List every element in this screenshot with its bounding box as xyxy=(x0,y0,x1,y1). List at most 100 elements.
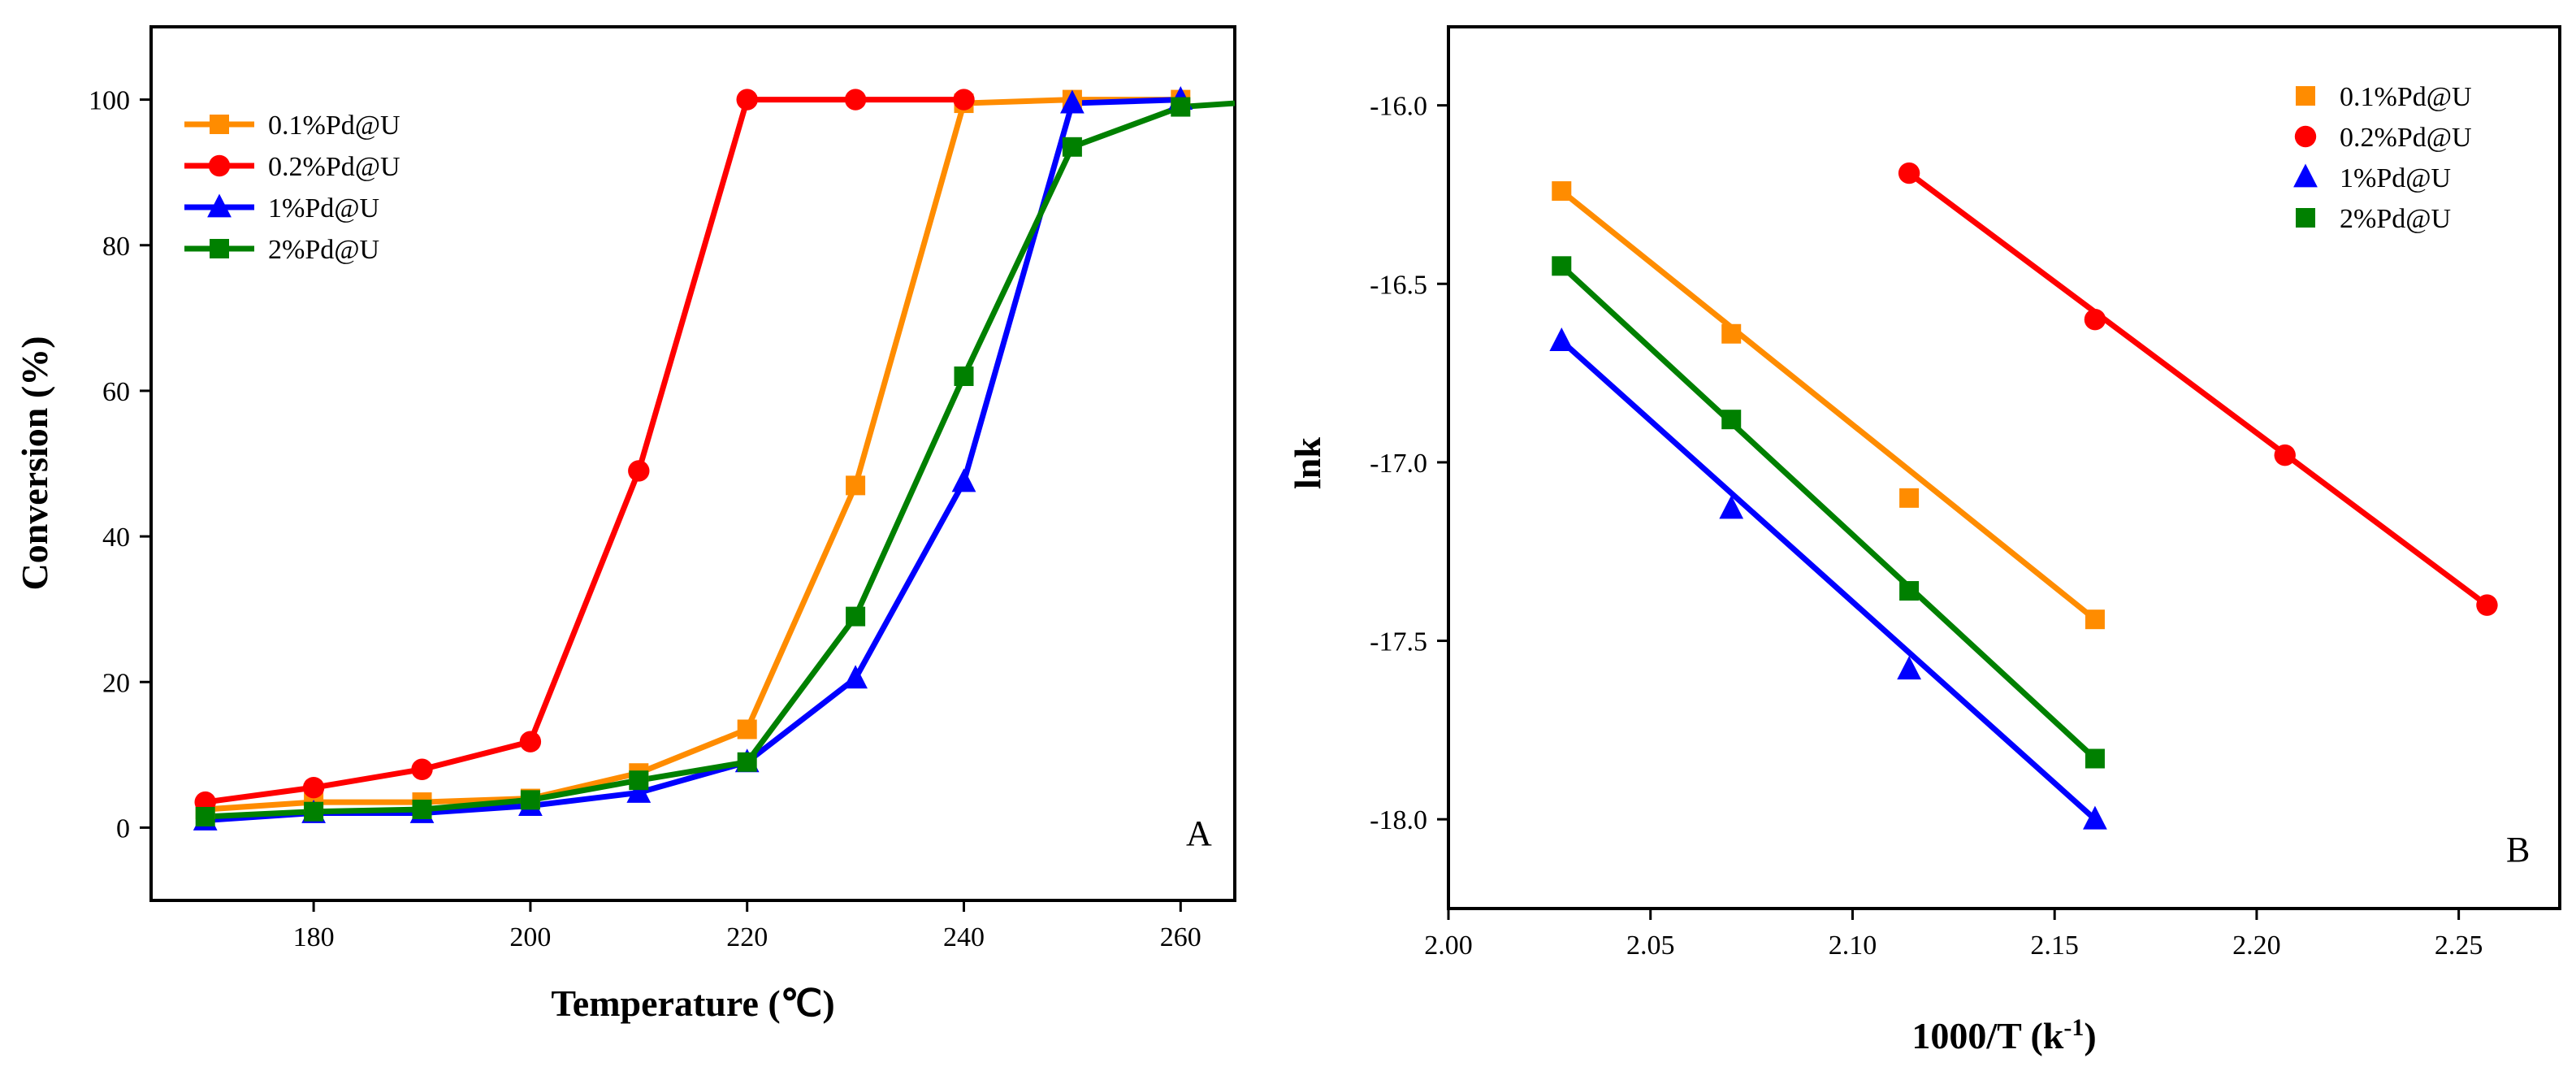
panel-b-legend-marker-2pctpd-u xyxy=(2296,208,2315,228)
panel-a-x-axis-title: Temperature (℃) xyxy=(551,982,834,1024)
panel-b-point-2pctpd-u xyxy=(2085,748,2105,769)
panel-a-legend-label-1pctpd-u: 1%Pd@U xyxy=(268,193,379,223)
panel-a-legend-marker-0-1pctpd-u xyxy=(210,115,229,134)
panel-a-point-2pctpd-u xyxy=(1171,97,1191,117)
panel-b-y-tick-label: -17.0 xyxy=(1370,449,1427,479)
panel-b-legend: 0.1%Pd@U 0.2%Pd@U 1%Pd@U 2%Pd@U xyxy=(2293,82,2472,234)
panel-a-y-axis-title: Conversion (%) xyxy=(14,336,55,590)
panel-b-x-tick-label: 2.10 xyxy=(1829,930,1877,961)
panel-a-legend-marker-1pctpd-u xyxy=(207,193,232,218)
panel-a-ticks: 180 200 220 240 260 0 20 40 60 80 100 xyxy=(89,86,1201,952)
panel-a-point-0-2pctpd-u xyxy=(411,758,433,780)
panel-b-x-tick-label: 2.05 xyxy=(1626,930,1675,961)
panel-b-x-tick-label: 2.15 xyxy=(2030,930,2079,961)
panel-a-point-0-2pctpd-u xyxy=(844,89,867,111)
panel-b-x-axis-title-sup: -1 xyxy=(2063,1014,2084,1041)
panel-a-y-tick-label: 40 xyxy=(102,523,130,553)
panel-b-legend-label-2pctpd-u: 2%Pd@U xyxy=(2340,204,2451,234)
panel-a-point-2pctpd-u xyxy=(846,606,866,627)
panel-b-point-1pctpd-u xyxy=(1897,656,1921,680)
panel-b-x-axis-title-main: 1000/T (k xyxy=(1911,1015,2063,1056)
panel-b-y-tick-label: -17.5 xyxy=(1370,627,1427,657)
panel-a-x-tick-label: 240 xyxy=(943,922,985,952)
panel-a-y-tick-label: 80 xyxy=(102,232,130,262)
panel-a-point-1pctpd-u xyxy=(626,779,652,803)
panel-a-point-2pctpd-u xyxy=(520,790,540,810)
panel-a-point-0-1pctpd-u xyxy=(737,719,757,740)
panel-a-letter: A xyxy=(1186,813,1212,853)
panel-a-y-tick-label: 0 xyxy=(116,813,130,844)
panel-b-fit-line-2pctpd-u xyxy=(1559,263,2098,761)
panel-b-fit-line-0-2pctpd-u xyxy=(1907,171,2489,608)
panel-a-point-0-2pctpd-u xyxy=(953,89,975,111)
panel-a-legend-label-2pctpd-u: 2%Pd@U xyxy=(268,235,379,265)
panel-b-series xyxy=(1549,162,2498,830)
panel-a-point-0-2pctpd-u xyxy=(519,731,542,753)
panel-b-x-tick-label: 2.20 xyxy=(2232,930,2281,961)
panel-a-legend-marker-0-2pctpd-u xyxy=(208,154,231,177)
panel-a-plot-frame xyxy=(149,25,1236,902)
panel-b-ticks: 2.00 2.05 2.10 2.15 2.20 2.25 -16.0 -16.5 -17.0 -… xyxy=(1370,92,2483,961)
panel-b-point-0-2pctpd-u xyxy=(2476,594,2498,616)
panel-a-point-2pctpd-u xyxy=(1062,137,1082,157)
panel-a-series xyxy=(193,86,1236,831)
panel-b-y-axis-title: lnk xyxy=(1287,437,1328,489)
panel-a-y-tick-label: 60 xyxy=(102,377,130,407)
panel-b-point-2pctpd-u xyxy=(1721,410,1742,430)
panel-b-point-1pctpd-u xyxy=(1719,495,1744,519)
panel-b-point-0-1pctpd-u xyxy=(1552,181,1572,202)
panel-a-point-2pctpd-u xyxy=(954,367,974,386)
panel-a-legend-label-0-2pctpd-u: 0.2%Pd@U xyxy=(268,152,400,182)
panel-b-plot-frame xyxy=(1447,25,2561,910)
panel-a-legend: 0.1%Pd@U 0.2%Pd@U 1%Pd@U 2%Pd@U xyxy=(184,111,400,265)
panel-a-point-1pctpd-u xyxy=(951,468,976,492)
panel-b-y-tick-label: -16.0 xyxy=(1370,92,1427,122)
panel-a-legend-label-0-1pctpd-u: 0.1%Pd@U xyxy=(268,111,400,141)
panel-b-point-0-2pctpd-u xyxy=(2274,444,2296,466)
panel-b-point-0-2pctpd-u xyxy=(2084,309,2106,331)
panel-a-point-1pctpd-u xyxy=(843,665,868,689)
panel-a-legend-marker-2pctpd-u xyxy=(210,239,229,258)
panel-b-point-1pctpd-u xyxy=(2083,805,2107,830)
panel-b-fit-line-1pctpd-u xyxy=(1559,338,2098,822)
panel-a-x-tick-label: 260 xyxy=(1160,922,1201,952)
panel-b-fit-line-0-1pctpd-u xyxy=(1560,189,2098,622)
panel-a-point-1pctpd-u xyxy=(1060,89,1085,114)
panel-a-point-0-2pctpd-u xyxy=(302,776,325,799)
panel-b-y-tick-label: -16.5 xyxy=(1370,270,1427,300)
panel-a-series-line-0-1pctpd-u xyxy=(205,97,1181,813)
panel-b-x-tick-label: 2.25 xyxy=(2435,930,2483,961)
panel-b-legend-label-0-2pctpd-u: 0.2%Pd@U xyxy=(2340,123,2472,153)
panel-a-point-0-1pctpd-u xyxy=(846,475,866,496)
panel-a-point-2pctpd-u xyxy=(737,752,757,772)
panel-a-point-0-2pctpd-u xyxy=(628,460,650,482)
panel-b-y-tick-label: -18.0 xyxy=(1370,805,1427,835)
panel-a-point-2pctpd-u xyxy=(195,806,215,826)
panel-b-point-0-1pctpd-u xyxy=(2085,609,2105,630)
panel-b-x-axis-title: 1000/T (k-1) xyxy=(1911,1014,2096,1057)
panel-b-legend-marker-1pctpd-u xyxy=(2293,163,2318,188)
panel-a-point-2pctpd-u xyxy=(629,770,649,791)
panel-a-x-tick-label: 180 xyxy=(293,922,335,952)
panel-b-point-0-1pctpd-u xyxy=(1899,488,1920,508)
panel-b-point-2pctpd-u xyxy=(1899,581,1920,601)
panel-b-x-axis-title-end: ) xyxy=(2084,1015,2096,1056)
panel-a-point-0-2pctpd-u xyxy=(736,89,758,111)
panel-b-legend-label-1pctpd-u: 1%Pd@U xyxy=(2340,163,2451,193)
panel-b-point-0-1pctpd-u xyxy=(1721,323,1742,344)
panel-a-point-2pctpd-u xyxy=(412,800,432,820)
panel-a-y-tick-label: 100 xyxy=(89,86,130,116)
panel-a-x-tick-label: 220 xyxy=(726,922,768,952)
panel-a-series-line-0-2pctpd-u xyxy=(205,97,964,805)
panel-b-legend-marker-0-1pctpd-u xyxy=(2296,86,2315,106)
panel-a-x-tick-label: 200 xyxy=(509,922,551,952)
panel-b-legend-marker-0-2pctpd-u xyxy=(2294,125,2317,148)
panel-a-y-tick-label: 20 xyxy=(102,668,130,698)
panel-a-point-2pctpd-u xyxy=(304,801,324,822)
panel-b-point-2pctpd-u xyxy=(1552,256,1572,276)
panel-b-point-1pctpd-u xyxy=(1549,327,1574,351)
panel-b-arrhenius-chart: 2.00 2.05 2.10 2.15 2.20 2.25 -16.0 -16.5 -17.0 -… xyxy=(1287,25,2561,1057)
panel-b-legend-label-0-1pctpd-u: 0.1%Pd@U xyxy=(2340,82,2472,112)
panel-b-letter: B xyxy=(2506,830,2530,870)
